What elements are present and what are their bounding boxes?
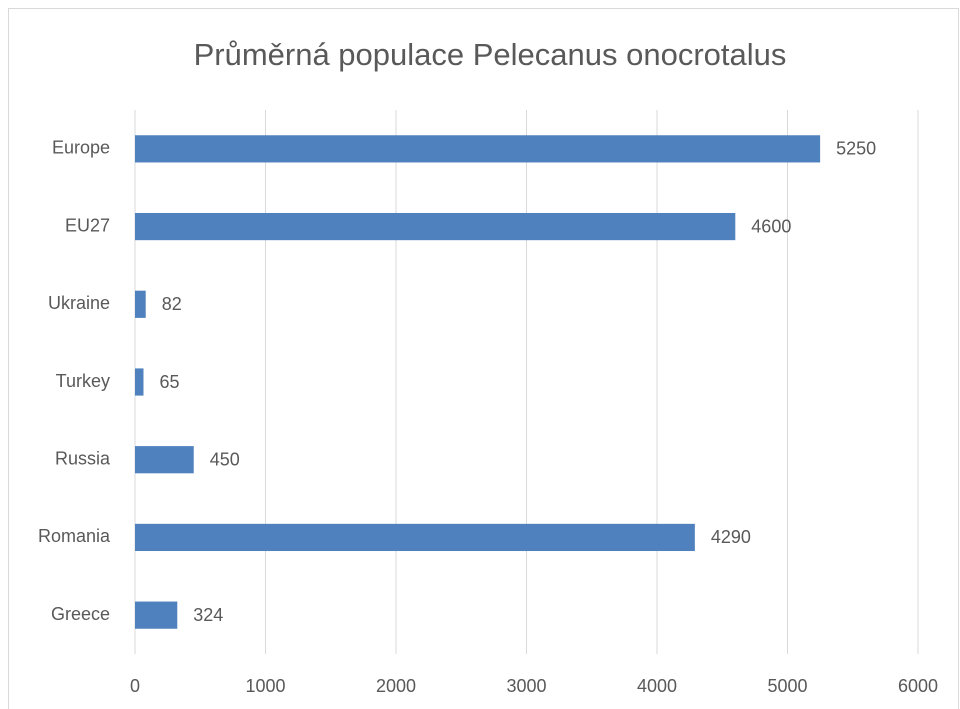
y-tick-label: Europe <box>52 138 110 158</box>
y-tick-label: Greece <box>51 604 110 624</box>
bar <box>135 601 178 629</box>
data-label: 82 <box>162 294 182 314</box>
y-tick-label: Romania <box>38 526 111 546</box>
data-label: 4290 <box>711 527 751 547</box>
bar <box>135 135 821 163</box>
data-label: 65 <box>159 372 179 392</box>
bar <box>135 290 146 318</box>
bar <box>135 446 194 474</box>
bar <box>135 212 736 241</box>
x-tick-label: 4000 <box>637 676 677 696</box>
data-label: 324 <box>193 605 223 625</box>
chart-title: Průměrná populace Pelecanus onocrotalus <box>194 37 787 72</box>
bar <box>135 523 695 552</box>
data-label: 5250 <box>836 139 876 159</box>
x-tick-label: 6000 <box>898 676 938 696</box>
bar <box>135 368 144 396</box>
y-tick-label: EU27 <box>65 215 110 235</box>
y-tick-label: Ukraine <box>48 293 110 313</box>
data-label: 450 <box>210 449 240 469</box>
y-tick-label: Turkey <box>56 371 110 391</box>
x-tick-label: 1000 <box>245 676 285 696</box>
x-tick-label: 2000 <box>376 676 416 696</box>
x-tick-label: 5000 <box>767 676 807 696</box>
chart-frame <box>8 8 959 709</box>
x-tick-label: 3000 <box>506 676 546 696</box>
x-tick-label: 0 <box>130 676 140 696</box>
data-label: 4600 <box>751 216 791 236</box>
y-tick-label: Russia <box>55 448 111 468</box>
